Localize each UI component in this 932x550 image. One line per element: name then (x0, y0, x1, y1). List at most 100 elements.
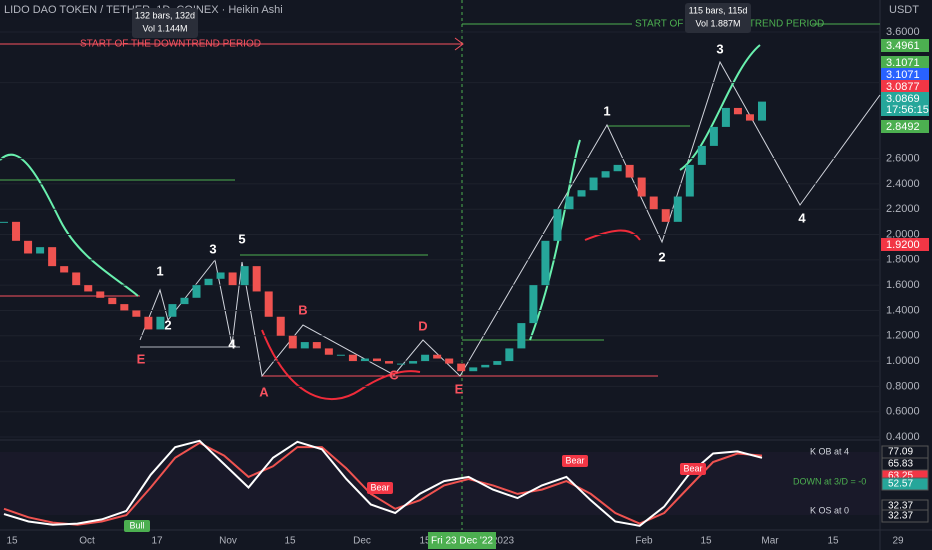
signal-marker (124, 520, 150, 532)
candle (601, 171, 610, 178)
candle (433, 354, 442, 359)
wave-label: D (418, 318, 427, 333)
price-tick-label: 1.6000 (886, 279, 920, 291)
candle (565, 196, 574, 210)
wave-label: 2 (658, 249, 665, 264)
candle (264, 291, 273, 317)
tooltip-bars: 132 bars, 132d (135, 10, 195, 20)
candle (120, 304, 129, 311)
price-badge (881, 39, 929, 52)
price-tick-label: 1.4000 (886, 304, 920, 316)
candle (409, 361, 418, 364)
price-tick-label: 2.2000 (886, 203, 920, 215)
crosshair-date-bg (428, 532, 496, 549)
currency: USDT (889, 4, 919, 16)
osc-label: K OB at 4 (810, 446, 849, 456)
osc-value: 52.57 (888, 479, 913, 490)
candle (204, 278, 213, 286)
band-line (261, 329, 421, 401)
arrow-head (454, 37, 464, 51)
price-badge (881, 92, 929, 116)
candle (541, 240, 550, 286)
date-label: 15 (419, 536, 431, 547)
price-badge-label: 3.4961 (886, 40, 920, 52)
osc-value: 32.37 (888, 501, 913, 512)
candle (685, 164, 694, 197)
wave-lines (139, 60, 881, 378)
candle (589, 177, 598, 191)
candle (108, 297, 117, 305)
candle (156, 316, 165, 330)
candle (300, 342, 309, 349)
candle (216, 272, 225, 279)
price-badge (881, 68, 929, 81)
date-label: 17 (151, 536, 163, 547)
candle (336, 354, 345, 356)
candle (168, 304, 177, 317)
tooltip (132, 8, 198, 38)
osc-badge (881, 477, 929, 491)
candle (240, 266, 249, 286)
osc-value: 32.37 (888, 511, 913, 522)
price-tick-label: 1.0000 (886, 355, 920, 367)
price-badge-label: 2.8492 (886, 121, 920, 133)
date-label: Feb (635, 536, 653, 547)
candle (36, 247, 45, 254)
price-tick-label: 2.4000 (886, 178, 920, 190)
date-label: 2023 (492, 536, 515, 547)
signal-marker (562, 455, 588, 467)
candle (493, 361, 502, 365)
price-tick-label: 0.6000 (886, 406, 920, 418)
wave-label: 3 (209, 241, 216, 256)
candle (96, 291, 105, 298)
signal-marker (680, 463, 706, 475)
candle (228, 272, 237, 286)
candle (673, 196, 682, 222)
candle (637, 177, 646, 197)
candle (758, 101, 766, 121)
price-badge (881, 80, 929, 93)
candle (697, 145, 706, 165)
date-label: 15 (6, 536, 18, 547)
signal-label: Bear (370, 482, 389, 492)
tooltip-bars: 115 bars, 115d (689, 5, 748, 15)
date-label: Oct (79, 536, 95, 547)
candle (48, 247, 57, 267)
candle (529, 285, 538, 324)
candle (625, 164, 634, 178)
band-line (584, 229, 641, 241)
candle (84, 285, 93, 292)
band-line (679, 44, 761, 171)
candle (397, 363, 406, 365)
candle (421, 354, 430, 362)
wave-label: B (298, 302, 307, 317)
price-badge-label: 1.9200 (886, 239, 920, 251)
price-badge (881, 238, 929, 251)
candle (144, 316, 153, 330)
candle (288, 335, 297, 349)
wave-label: 4 (798, 210, 806, 225)
osc-value: 63.25 (888, 471, 913, 482)
candle (192, 285, 201, 298)
price-tick-label: 2.0000 (886, 228, 920, 240)
signal-label: Bull (129, 520, 144, 530)
candle (252, 266, 261, 292)
signal-label: Bear (565, 455, 584, 465)
candle (132, 310, 141, 317)
tooltip-vol: Vol 1.144M (142, 23, 187, 33)
countdown: 17:56:15 (886, 104, 929, 116)
date-label: 15 (700, 536, 712, 547)
price-tick-label: 2.6000 (886, 152, 920, 164)
candle (709, 126, 718, 146)
wave-label: 4 (228, 336, 236, 351)
osc-value: 65.83 (888, 459, 913, 470)
candle (372, 358, 381, 362)
candle (12, 221, 21, 241)
tooltip-vol: Vol 1.887M (695, 18, 740, 28)
date-label: Mar (761, 536, 779, 547)
candle (457, 363, 466, 372)
candle (745, 114, 754, 121)
candle (613, 164, 622, 172)
k-line (3, 439, 763, 527)
price-tick-label: 0.4000 (886, 431, 920, 443)
